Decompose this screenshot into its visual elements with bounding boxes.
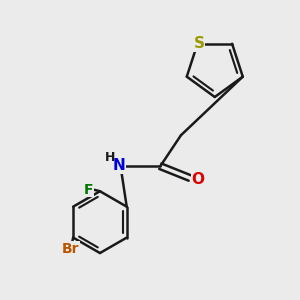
Text: N: N bbox=[113, 158, 125, 173]
Text: Br: Br bbox=[62, 242, 80, 256]
Text: S: S bbox=[194, 36, 204, 51]
Text: O: O bbox=[191, 172, 205, 187]
Text: H: H bbox=[105, 152, 116, 164]
Text: F: F bbox=[84, 183, 94, 197]
